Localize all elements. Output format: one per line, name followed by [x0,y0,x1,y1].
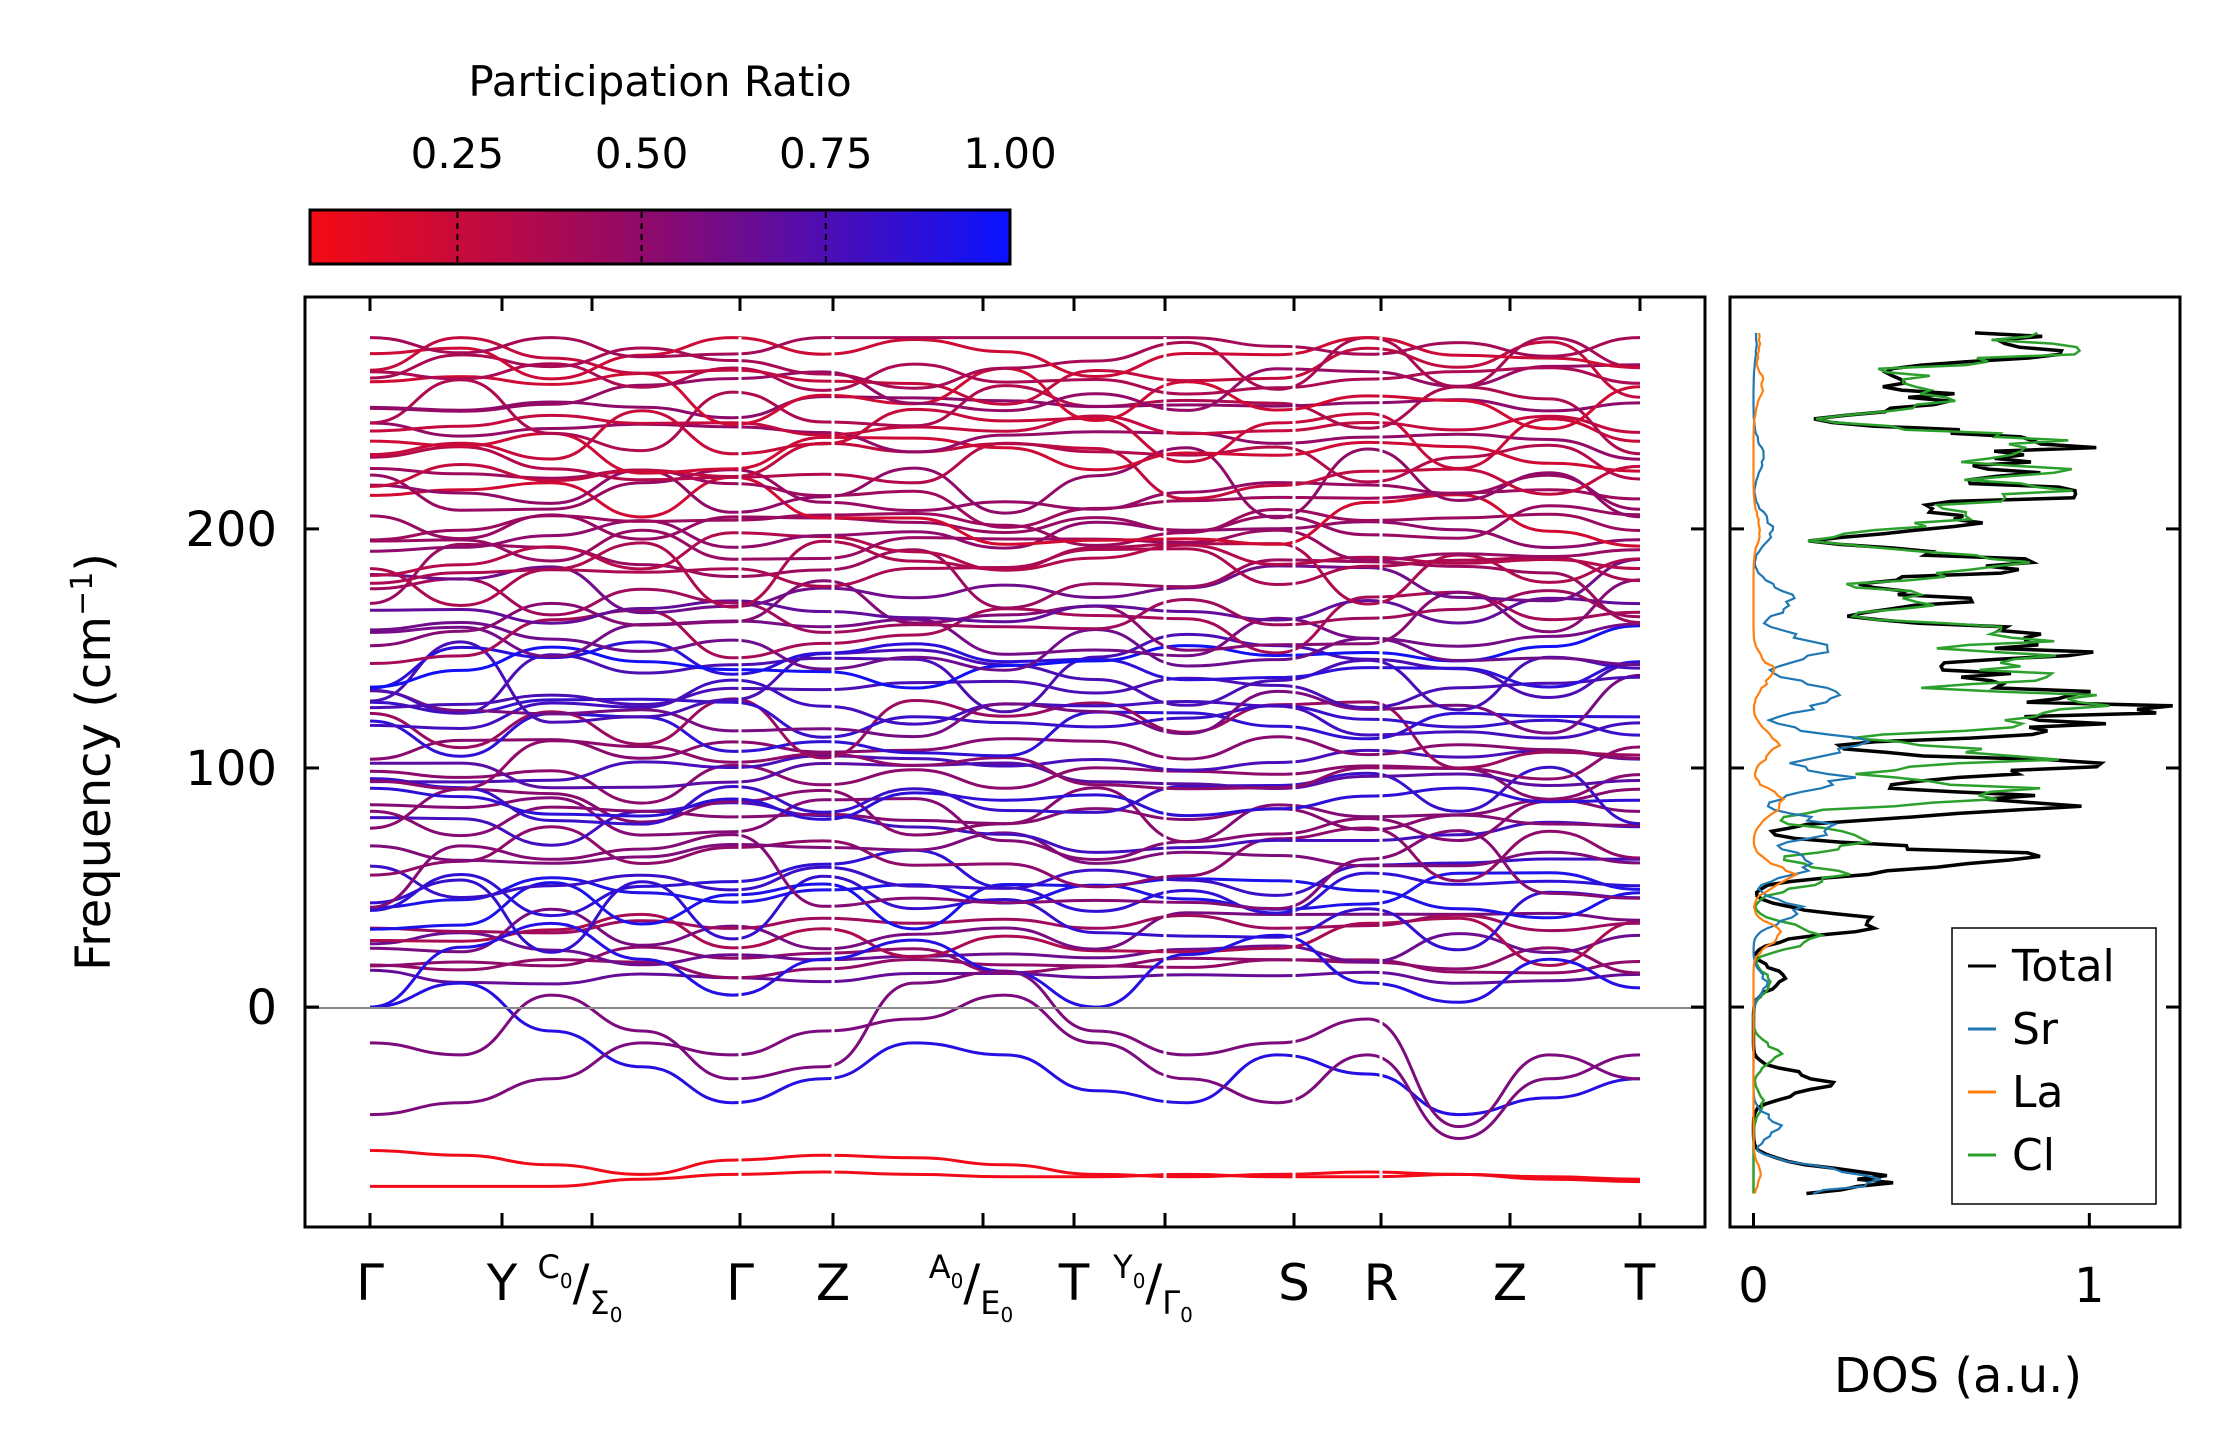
legend-frame [1951,927,2157,1205]
optical-band [369,877,1641,931]
optical-band [369,765,1641,826]
colorbar-ticks: 0.25 0.50 0.75 1.00 [411,129,1057,262]
k-point-label: S [1278,1254,1310,1312]
phonon-bands [369,336,1641,1188]
optical-band [369,786,1641,821]
dos-x-axis-label: DOS (a.u.) [1834,1348,2082,1404]
dos-x-tick-label: 1 [2074,1258,2105,1314]
band-k-ticks: Γ Y C0/Σ0 Γ Z A0/E0 T Y0/Γ0 S R Z T [356,297,1656,1327]
k-point-label: Z [1493,1254,1527,1312]
optical-band [369,761,1641,791]
optical-band [369,912,1641,968]
colorbar-bar [308,208,1012,266]
optical-band [369,336,1641,391]
optical-band [369,336,1641,381]
k-point-label-split: Y0/Γ0 [1112,1248,1193,1327]
optical-band [369,363,1641,413]
y-tick-label: 0 [246,980,277,1036]
optical-band [369,697,1641,739]
band-y-ticks: 0 100 200 [185,502,1705,1036]
dos-x-tick-label: 0 [1738,1258,1769,1314]
band-soft-1 [369,969,1641,1129]
legend-items: Total Sr La Cl [1968,941,2115,1181]
colorbar-tick-label: 0.50 [595,129,689,178]
band-y-axis-label: Frequency (cm−1) [65,553,122,971]
dos-plot-frame [1728,295,2182,1229]
dos-curves [1751,331,2173,1196]
optical-band [369,407,1641,471]
dos-curve-cl [1752,331,2110,1194]
optical-band [369,640,1641,690]
optical-band [369,378,1641,456]
optical-band [369,697,1641,770]
colorbar-title: Participation Ratio [468,57,851,106]
optical-band [369,421,1641,461]
y-tick-label: 100 [185,741,277,797]
optical-band [369,931,1641,967]
k-point-label: R [1364,1254,1399,1312]
optical-band [369,957,1641,980]
optical-band [369,413,1641,437]
optical-band [369,531,1641,577]
colorbar: Participation Ratio 0.25 0.50 0.75 1.00 [308,57,1057,266]
legend-label-cl: Cl [2012,1130,2055,1181]
optical-band [369,831,1641,868]
optical-band [369,616,1641,659]
optical-band [369,620,1641,672]
optical-band [369,504,1641,541]
optical-band [369,441,1641,485]
k-point-label: T [1058,1254,1090,1312]
band-plot-frame [303,295,1707,1229]
k-point-label: Y [486,1254,518,1312]
band-low-optic-2 [370,1170,1641,1188]
optical-band [369,829,1641,911]
optical-band [369,446,1641,520]
band-structure-panel: 0 100 200 Γ Y C0/Σ0 Γ Z A0/E0 T Y0/Γ0 S R Z T Frequen… [65,295,1707,1327]
band-acoustic-2 [369,981,1641,1117]
dos-curve-la [1752,332,1800,1194]
band-soft-2 [369,993,1641,1141]
dos-legend: Total Sr La Cl [1951,927,2157,1205]
optical-band [369,735,1641,761]
k-point-label: Z [816,1254,850,1312]
optical-band [369,673,1641,739]
legend-label-la: La [2012,1067,2063,1118]
optical-band [369,945,1641,975]
optical-band [369,431,1641,475]
colorbar-tick-label: 1.00 [963,129,1057,178]
optical-band [369,596,1641,625]
optical-band [369,624,1641,690]
y-tick-label: 200 [185,502,277,558]
optical-band [369,519,1641,553]
optical-band [369,710,1641,758]
optical-band [369,558,1641,615]
k-point-label-split: C0/Σ0 [538,1248,623,1327]
colorbar-tick-label: 0.25 [411,129,505,178]
optical-band [369,336,1641,359]
colorbar-tick-label: 0.75 [779,129,873,178]
optical-band [369,528,1641,563]
optical-band [369,857,1641,900]
legend-label-sr: Sr [2012,1004,2059,1055]
optical-band [369,467,1641,529]
k-point-label: T [1624,1254,1656,1312]
optical-band [369,441,1641,501]
dos-curve-sr [1752,332,1882,1195]
k-point-label: Γ [356,1254,384,1312]
optical-band [369,577,1641,634]
optical-band [369,907,1641,954]
optical-band [369,336,1641,406]
optical-band [369,748,1641,784]
k-point-label: Γ [726,1254,754,1312]
optical-band [369,507,1641,547]
optical-band [369,825,1641,889]
optical-band [369,468,1641,513]
k-point-label-split: A0/E0 [929,1248,1013,1327]
optical-band [369,786,1641,844]
legend-label-total: Total [2011,941,2115,992]
